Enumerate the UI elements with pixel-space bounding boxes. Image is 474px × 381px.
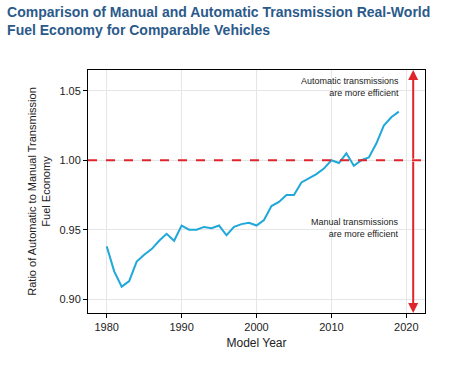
- svg-text:0.95: 0.95: [59, 224, 80, 236]
- svg-text:2000: 2000: [244, 321, 268, 333]
- svg-text:Automatic transmissionsare mor: Automatic transmissionsare more efficien…: [301, 76, 399, 98]
- svg-text:Comparison of Manual and Autom: Comparison of Manual and Automatic Trans…: [7, 4, 430, 38]
- svg-text:Model Year: Model Year: [226, 336, 286, 350]
- svg-text:2010: 2010: [319, 321, 343, 333]
- svg-text:1.05: 1.05: [59, 85, 80, 97]
- svg-text:Manual transmissionsare more e: Manual transmissionsare more efficient: [311, 217, 399, 239]
- svg-text:1.00: 1.00: [59, 154, 80, 166]
- svg-text:1990: 1990: [169, 321, 193, 333]
- svg-text:Ratio of Automatic to Manual T: Ratio of Automatic to Manual Transmissio…: [26, 87, 52, 295]
- svg-text:0.90: 0.90: [59, 293, 80, 305]
- svg-text:1980: 1980: [94, 321, 118, 333]
- svg-text:2020: 2020: [394, 321, 418, 333]
